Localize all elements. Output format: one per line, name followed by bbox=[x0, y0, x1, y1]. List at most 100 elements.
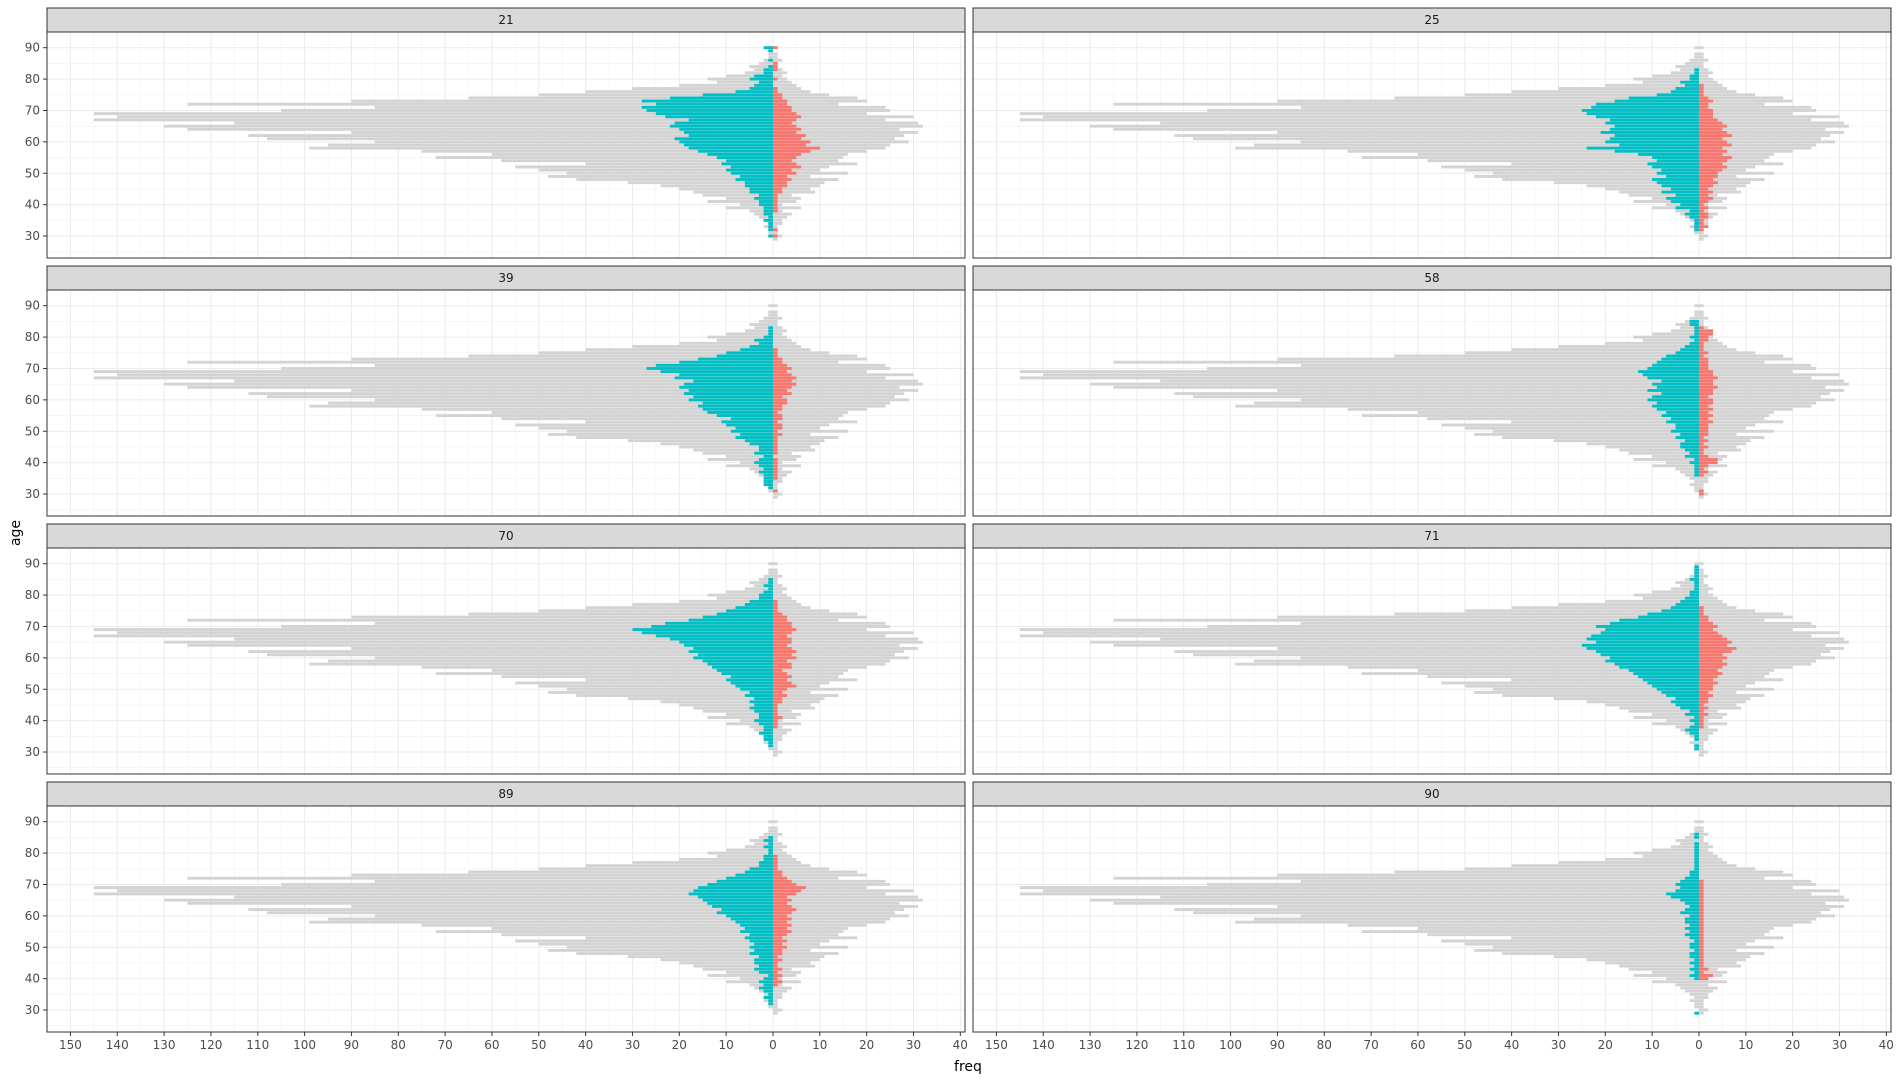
highlight-bar-right bbox=[1698, 109, 1714, 112]
highlight-bar-right bbox=[772, 933, 788, 937]
highlight-bar-right bbox=[772, 385, 792, 389]
background-bar-left bbox=[351, 873, 773, 877]
background-bar-right bbox=[1698, 404, 1812, 408]
highlight-bar-left bbox=[735, 426, 773, 430]
background-bar-left bbox=[1207, 367, 1699, 370]
highlight-bar-right bbox=[772, 228, 778, 232]
highlight-bar-right bbox=[1698, 675, 1718, 679]
highlight-bar-left bbox=[1675, 436, 1699, 439]
highlight-bar-right bbox=[1698, 908, 1704, 912]
highlight-bar-left bbox=[688, 650, 773, 654]
background-bar-left bbox=[1689, 574, 1699, 578]
background-bar-right bbox=[772, 209, 783, 213]
background-bar-right bbox=[1698, 731, 1714, 735]
highlight-bar-left bbox=[1595, 650, 1699, 654]
background-bar-right bbox=[772, 234, 783, 238]
background-bar-left bbox=[1558, 87, 1699, 90]
highlight-bar-right bbox=[1698, 681, 1718, 685]
background-bar-right bbox=[772, 203, 783, 207]
background-bar-left bbox=[468, 870, 773, 874]
background-bar-left bbox=[1511, 678, 1699, 682]
highlight-bar-right bbox=[772, 363, 788, 367]
y-tick-label: 70 bbox=[25, 103, 40, 117]
background-bar-right bbox=[772, 574, 783, 578]
highlight-bar-right bbox=[1698, 709, 1704, 713]
background-bar-left bbox=[1675, 983, 1699, 987]
highlight-bar-right bbox=[1698, 640, 1732, 644]
highlight-bar-left bbox=[749, 187, 773, 191]
highlight-bar-right bbox=[1698, 341, 1704, 345]
background-bar-left bbox=[234, 379, 773, 383]
highlight-bar-right bbox=[772, 675, 792, 679]
highlight-bar-right bbox=[1698, 190, 1714, 194]
background-bar-right bbox=[772, 439, 825, 443]
highlight-bar-left bbox=[1609, 127, 1699, 131]
highlight-bar-right bbox=[772, 209, 778, 213]
x-tick-label: 140 bbox=[1032, 1038, 1055, 1052]
background-bar-left bbox=[1628, 967, 1699, 971]
highlight-bar-right bbox=[772, 61, 778, 65]
highlight-bar-left bbox=[1689, 319, 1699, 323]
background-bar-right bbox=[772, 864, 811, 868]
highlight-bar-right bbox=[1698, 970, 1704, 974]
highlight-bar-left bbox=[763, 728, 773, 732]
highlight-bar-left bbox=[698, 404, 773, 408]
highlight-bar-left bbox=[707, 883, 773, 886]
highlight-bar-left bbox=[749, 945, 773, 949]
highlight-bar-right bbox=[1698, 898, 1704, 902]
highlight-bar-right bbox=[772, 93, 783, 97]
background-bar-right bbox=[772, 640, 923, 644]
highlight-bar-right bbox=[1698, 678, 1714, 682]
background-bar-right bbox=[772, 423, 830, 427]
background-bar-right bbox=[1698, 945, 1774, 949]
background-bar-right bbox=[1698, 750, 1709, 754]
background-bar-left bbox=[1464, 609, 1699, 613]
background-bar-left bbox=[754, 326, 773, 330]
background-bar-left bbox=[281, 109, 773, 112]
background-bar-left bbox=[1689, 992, 1699, 996]
highlight-bar-right bbox=[1698, 618, 1709, 622]
background-bar-right bbox=[1698, 319, 1704, 323]
highlight-bar-right bbox=[772, 143, 806, 147]
background-bar-right bbox=[772, 1011, 778, 1015]
background-bar-left bbox=[1464, 426, 1699, 430]
highlight-bar-left bbox=[1689, 923, 1699, 927]
highlight-bar-left bbox=[1694, 332, 1699, 336]
highlight-bar-right bbox=[772, 473, 778, 477]
highlight-bar-right bbox=[772, 196, 778, 200]
facet-strip-label: 39 bbox=[498, 271, 513, 285]
background-bar-left bbox=[1511, 348, 1699, 352]
highlight-bar-right bbox=[772, 96, 783, 100]
highlight-bar-right bbox=[772, 876, 788, 880]
highlight-bar-left bbox=[1694, 744, 1699, 748]
highlight-bar-right bbox=[1698, 945, 1704, 949]
background-bar-right bbox=[1698, 647, 1845, 650]
background-bar-right bbox=[772, 112, 867, 116]
background-bar-right bbox=[772, 124, 923, 128]
highlight-bar-left bbox=[763, 218, 773, 222]
highlight-bar-left bbox=[679, 127, 773, 131]
background-bar-left bbox=[1675, 725, 1699, 729]
highlight-bar-left bbox=[688, 389, 773, 392]
background-bar-right bbox=[772, 74, 783, 78]
highlight-bar-right bbox=[1698, 99, 1714, 103]
background-bar-right bbox=[772, 196, 802, 200]
highlight-bar-left bbox=[679, 640, 773, 644]
highlight-bar-left bbox=[1694, 851, 1699, 855]
highlight-bar-right bbox=[1698, 363, 1709, 367]
panel-border bbox=[46, 547, 966, 775]
background-bar-right bbox=[1698, 854, 1718, 858]
highlight-bar-right bbox=[1698, 920, 1704, 924]
background-bar-left bbox=[576, 694, 773, 697]
background-bar-left bbox=[627, 439, 773, 443]
background-bar-left bbox=[1113, 618, 1699, 622]
background-bar-right bbox=[772, 606, 811, 610]
background-bar-left bbox=[281, 625, 773, 628]
background-bar-right bbox=[772, 96, 858, 100]
highlight-bar-right bbox=[1698, 228, 1704, 232]
background-bar-left bbox=[187, 127, 773, 131]
highlight-bar-left bbox=[735, 873, 773, 877]
y-tick-label: 40 bbox=[25, 714, 40, 728]
highlight-bar-left bbox=[1670, 606, 1699, 610]
background-bar-left bbox=[679, 187, 773, 191]
